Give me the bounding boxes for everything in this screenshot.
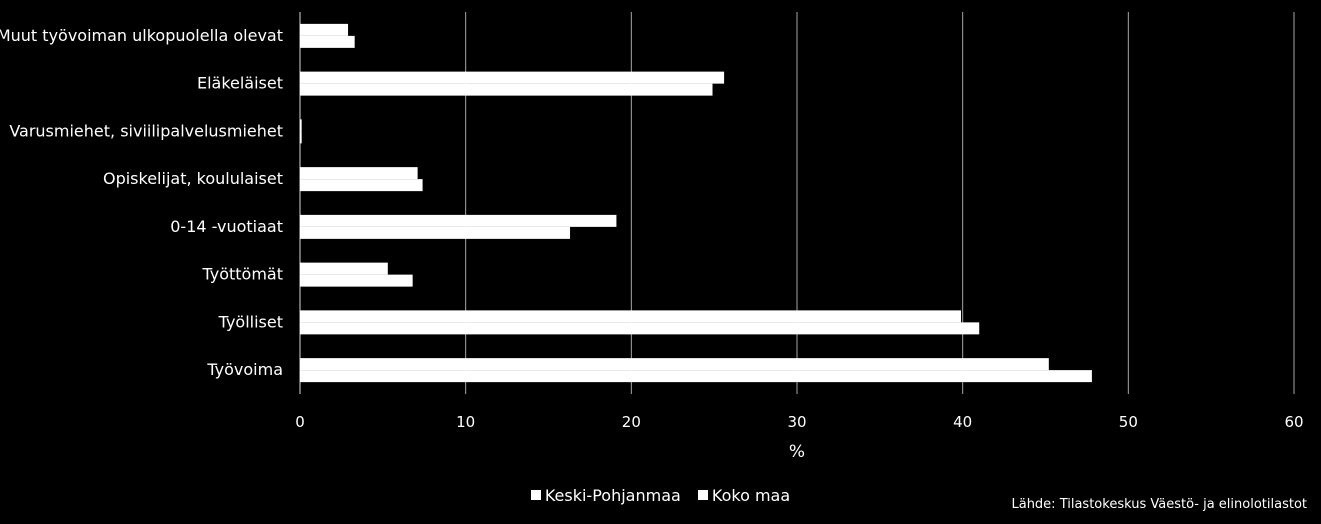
- bar-koko-maa: [300, 131, 302, 144]
- x-tick-label: 60: [1284, 413, 1303, 431]
- gridlines: [299, 12, 1295, 394]
- bar-keski-pohjanmaa: [300, 71, 725, 84]
- x-tick-label: 0: [295, 413, 305, 431]
- bar-keski-pohjanmaa: [300, 358, 1049, 371]
- x-tick-label: 20: [622, 413, 641, 431]
- source-note: Lähde: Tilastokeskus Väestö- ja elinolot…: [1011, 497, 1307, 512]
- bar-koko-maa: [300, 35, 355, 48]
- legend-item-koko-maa: Koko maa: [697, 485, 791, 505]
- bars: [300, 23, 1092, 383]
- bar-koko-maa: [300, 179, 423, 192]
- legend-label: Koko maa: [711, 485, 791, 505]
- category-label: Eläkeläiset: [197, 74, 283, 93]
- category-label: Työttömät: [201, 265, 283, 284]
- bar-keski-pohjanmaa: [300, 23, 349, 36]
- bar-koko-maa: [300, 83, 713, 96]
- bar-koko-maa: [300, 322, 980, 335]
- x-axis-title: %: [789, 442, 805, 462]
- legend: Keski-Pohjanmaa Koko maa: [0, 485, 1321, 505]
- legend-swatch: [697, 490, 708, 500]
- x-tick-label: 50: [1119, 413, 1138, 431]
- bar-keski-pohjanmaa: [300, 214, 617, 227]
- x-tick-label: 40: [953, 413, 972, 431]
- category-label: Varusmiehet, siviilipalvelusmiehet: [9, 121, 283, 140]
- category-label: Muut työvoiman ulkopuolella olevat: [0, 26, 283, 45]
- x-tick-label: 30: [787, 413, 806, 431]
- legend-item-keski-pohjanmaa: Keski-Pohjanmaa: [530, 485, 681, 505]
- category-label: 0-14 -vuotiaat: [170, 217, 283, 236]
- legend-label: Keski-Pohjanmaa: [544, 485, 681, 505]
- legend-swatch: [530, 490, 541, 500]
- category-label: Opiskelijat, koululaiset: [103, 169, 283, 188]
- x-tick-labels: 0 10 20 30 40 50 60: [295, 413, 1303, 431]
- category-label: Työvoima: [206, 360, 283, 379]
- bar-koko-maa: [300, 274, 413, 287]
- bar-koko-maa: [300, 226, 571, 239]
- category-labels: Työvoima Työlliset Työttömät 0-14 -vuotiaat…: [0, 26, 283, 379]
- bar-keski-pohjanmaa: [300, 167, 418, 180]
- bar-keski-pohjanmaa: [300, 262, 388, 275]
- bar-keski-pohjanmaa: [300, 310, 962, 323]
- bar-chart: Työvoima Työlliset Työttömät 0-14 -vuotiaat…: [0, 12, 1304, 462]
- x-tick-label: 10: [456, 413, 475, 431]
- bar-koko-maa: [300, 370, 1092, 383]
- bar-keski-pohjanmaa: [300, 119, 302, 132]
- category-label: Työlliset: [218, 312, 283, 331]
